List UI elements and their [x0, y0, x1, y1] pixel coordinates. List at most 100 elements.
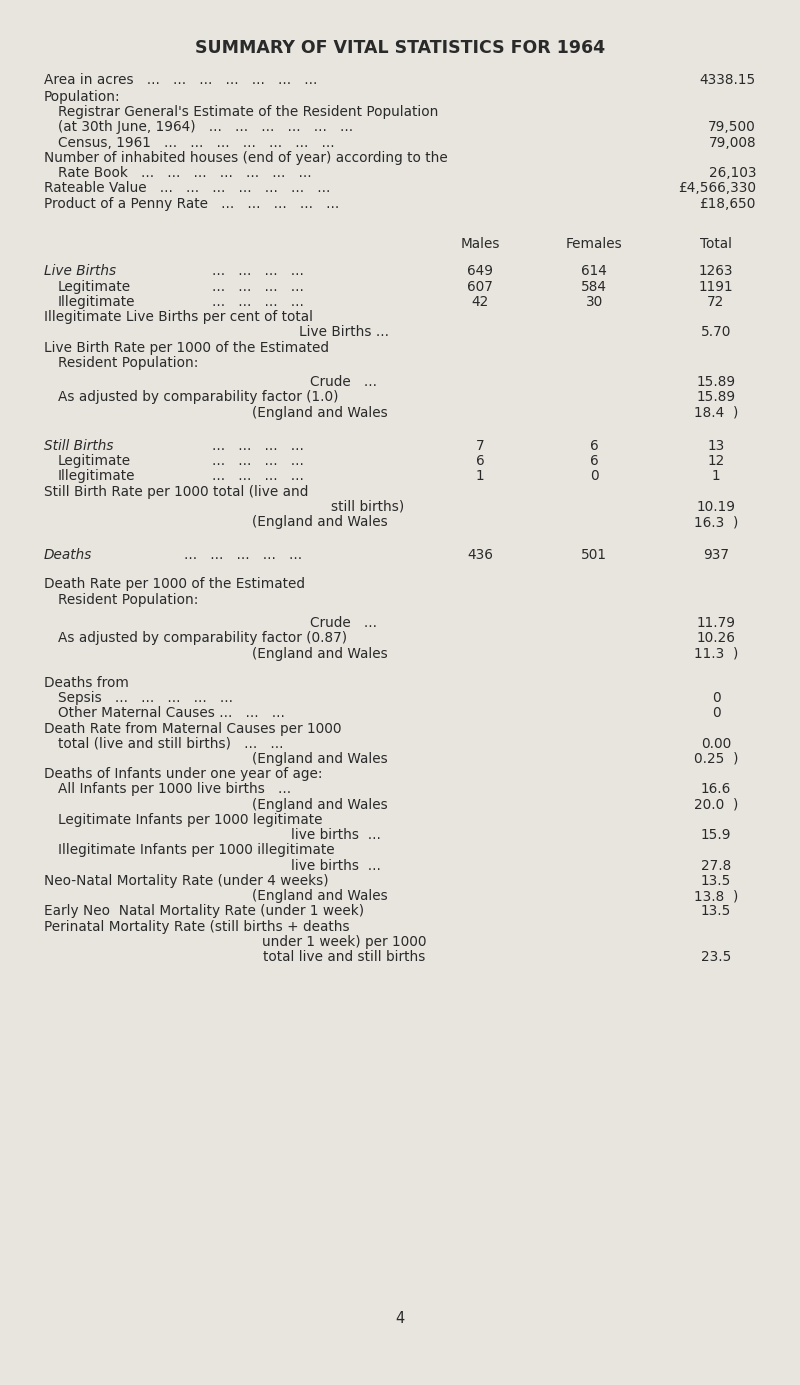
Text: (England and Wales: (England and Wales: [252, 647, 388, 661]
Text: 6: 6: [476, 454, 484, 468]
Text: ...   ...   ...   ...: ... ... ... ...: [212, 280, 304, 294]
Text: Rateable Value   ...   ...   ...   ...   ...   ...   ...: Rateable Value ... ... ... ... ... ... .…: [44, 181, 330, 195]
Text: Males: Males: [460, 237, 500, 251]
Text: 16.3  ): 16.3 ): [694, 515, 738, 529]
Text: ...   ...   ...   ...: ... ... ... ...: [212, 454, 304, 468]
Text: Illegitimate Infants per 1000 illegitimate: Illegitimate Infants per 1000 illegitima…: [58, 843, 334, 857]
Text: SUMMARY OF VITAL STATISTICS FOR 1964: SUMMARY OF VITAL STATISTICS FOR 1964: [195, 40, 605, 57]
Text: Other Maternal Causes ...   ...   ...: Other Maternal Causes ... ... ...: [58, 706, 285, 720]
Text: Resident Population:: Resident Population:: [58, 356, 198, 370]
Text: 501: 501: [582, 548, 607, 562]
Text: Live Birth Rate per 1000 of the Estimated: Live Birth Rate per 1000 of the Estimate…: [44, 341, 329, 355]
Text: Females: Females: [566, 237, 622, 251]
Text: 6: 6: [590, 439, 598, 453]
Text: 1: 1: [712, 470, 720, 483]
Text: 42: 42: [471, 295, 489, 309]
Text: 18.4  ): 18.4 ): [694, 406, 738, 420]
Text: 23.5: 23.5: [701, 950, 731, 964]
Text: Total: Total: [700, 237, 732, 251]
Text: 79,008: 79,008: [708, 136, 756, 150]
Text: Deaths from: Deaths from: [44, 676, 129, 690]
Text: 0: 0: [712, 691, 720, 705]
Text: (England and Wales: (England and Wales: [252, 515, 388, 529]
Text: 614: 614: [582, 265, 607, 278]
Text: under 1 week) per 1000: under 1 week) per 1000: [262, 935, 426, 949]
Text: total live and still births: total live and still births: [263, 950, 425, 964]
Text: 27.8: 27.8: [701, 859, 731, 873]
Text: 4338.15: 4338.15: [700, 73, 756, 87]
Text: 1263: 1263: [698, 265, 734, 278]
Text: 10.26: 10.26: [697, 632, 735, 645]
Text: Illegitimate: Illegitimate: [58, 470, 135, 483]
Text: 1: 1: [476, 470, 484, 483]
Text: 5.70: 5.70: [701, 325, 731, 339]
Text: still births): still births): [331, 500, 405, 514]
Text: Perinatal Mortality Rate (still births + deaths: Perinatal Mortality Rate (still births +…: [44, 920, 350, 933]
Text: 12: 12: [707, 454, 725, 468]
Text: Death Rate per 1000 of the Estimated: Death Rate per 1000 of the Estimated: [44, 578, 305, 591]
Text: Population:: Population:: [44, 90, 121, 104]
Text: live births  ...: live births ...: [291, 859, 381, 873]
Text: Legitimate: Legitimate: [58, 280, 130, 294]
Text: Resident Population:: Resident Population:: [58, 593, 198, 607]
Text: Crude   ...: Crude ...: [310, 375, 378, 389]
Text: Death Rate from Maternal Causes per 1000: Death Rate from Maternal Causes per 1000: [44, 722, 342, 735]
Text: ...   ...   ...   ...: ... ... ... ...: [212, 470, 304, 483]
Text: (England and Wales: (England and Wales: [252, 889, 388, 903]
Text: 0: 0: [590, 470, 598, 483]
Text: (at 30th June, 1964)   ...   ...   ...   ...   ...   ...: (at 30th June, 1964) ... ... ... ... ...…: [58, 120, 353, 134]
Text: Legitimate: Legitimate: [58, 454, 130, 468]
Text: Live Births: Live Births: [44, 265, 116, 278]
Text: total (live and still births)   ...   ...: total (live and still births) ... ...: [58, 737, 283, 751]
Text: ...   ...   ...   ...: ... ... ... ...: [212, 295, 304, 309]
Text: 6: 6: [590, 454, 598, 468]
Text: 649: 649: [467, 265, 493, 278]
Text: 13: 13: [707, 439, 725, 453]
Text: (England and Wales: (England and Wales: [252, 406, 388, 420]
Text: 10.19: 10.19: [697, 500, 735, 514]
Text: Neo-Natal Mortality Rate (under 4 weeks): Neo-Natal Mortality Rate (under 4 weeks): [44, 874, 329, 888]
Text: All Infants per 1000 live births   ...: All Infants per 1000 live births ...: [58, 783, 290, 796]
Text: Number of inhabited houses (end of year) according to the: Number of inhabited houses (end of year)…: [44, 151, 448, 165]
Text: Census, 1961   ...   ...   ...   ...   ...   ...   ...: Census, 1961 ... ... ... ... ... ... ...: [58, 136, 334, 150]
Text: 15.89: 15.89: [697, 375, 735, 389]
Text: 1191: 1191: [698, 280, 734, 294]
Text: 584: 584: [582, 280, 607, 294]
Text: ...   ...   ...   ...: ... ... ... ...: [212, 439, 304, 453]
Text: Sepsis   ...   ...   ...   ...   ...: Sepsis ... ... ... ... ...: [58, 691, 233, 705]
Text: 16.6: 16.6: [701, 783, 731, 796]
Text: (England and Wales: (England and Wales: [252, 752, 388, 766]
Text: Illegitimate: Illegitimate: [58, 295, 135, 309]
Text: live births  ...: live births ...: [291, 828, 381, 842]
Text: 13.5: 13.5: [701, 904, 731, 918]
Text: 72: 72: [707, 295, 725, 309]
Text: Still Births: Still Births: [44, 439, 114, 453]
Text: ...   ...   ...   ...: ... ... ... ...: [212, 265, 304, 278]
Text: Crude   ...: Crude ...: [310, 616, 378, 630]
Text: Still Birth Rate per 1000 total (live and: Still Birth Rate per 1000 total (live an…: [44, 485, 308, 499]
Text: 30: 30: [586, 295, 603, 309]
Text: 11.79: 11.79: [697, 616, 735, 630]
Text: Area in acres   ...   ...   ...   ...   ...   ...   ...: Area in acres ... ... ... ... ... ... ..…: [44, 73, 318, 87]
Text: 7: 7: [476, 439, 484, 453]
Text: Illegitimate Live Births per cent of total: Illegitimate Live Births per cent of tot…: [44, 310, 313, 324]
Text: 13.8  ): 13.8 ): [694, 889, 738, 903]
Text: Early Neo  Natal Mortality Rate (under 1 week): Early Neo Natal Mortality Rate (under 1 …: [44, 904, 364, 918]
Text: 4: 4: [395, 1312, 405, 1325]
Text: 11.3  ): 11.3 ): [694, 647, 738, 661]
Text: Registrar General's Estimate of the Resident Population: Registrar General's Estimate of the Resi…: [58, 105, 438, 119]
Text: Deaths of Infants under one year of age:: Deaths of Infants under one year of age:: [44, 767, 322, 781]
Text: 15.9: 15.9: [701, 828, 731, 842]
Text: ...   ...   ...   ...   ...: ... ... ... ... ...: [184, 548, 302, 562]
Text: £18,650: £18,650: [700, 197, 756, 211]
Text: Live Births ...: Live Births ...: [299, 325, 389, 339]
Text: Legitimate Infants per 1000 legitimate: Legitimate Infants per 1000 legitimate: [58, 813, 322, 827]
Text: Product of a Penny Rate   ...   ...   ...   ...   ...: Product of a Penny Rate ... ... ... ... …: [44, 197, 339, 211]
Text: 15.89: 15.89: [697, 391, 735, 404]
Text: 607: 607: [467, 280, 493, 294]
Text: 0.25  ): 0.25 ): [694, 752, 738, 766]
Text: 436: 436: [467, 548, 493, 562]
Text: As adjusted by comparability factor (1.0): As adjusted by comparability factor (1.0…: [58, 391, 338, 404]
Text: £4,566,330: £4,566,330: [678, 181, 756, 195]
Text: Rate Book   ...   ...   ...   ...   ...   ...   ...: Rate Book ... ... ... ... ... ... ...: [58, 166, 311, 180]
